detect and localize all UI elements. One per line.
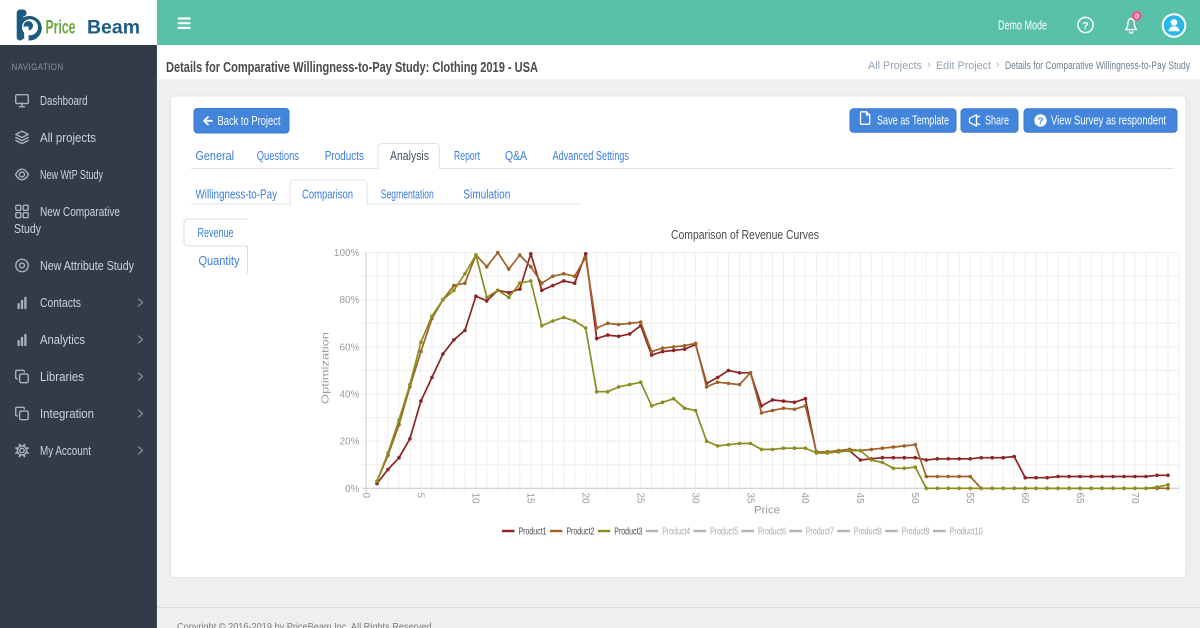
- svg-text:Q&A: Q&A: [505, 149, 528, 163]
- svg-text:Report: Report: [454, 149, 480, 163]
- svg-text:Product2: Product2: [566, 527, 594, 538]
- svg-text:Simulation: Simulation: [463, 188, 510, 202]
- svg-text:50: 50: [909, 493, 920, 505]
- svg-text:Product7: Product7: [806, 527, 834, 538]
- svg-text:New Comparative: New Comparative: [40, 205, 120, 219]
- svg-text:Edit Project: Edit Project: [936, 60, 991, 72]
- svg-text:Integration: Integration: [40, 407, 94, 421]
- svg-text:Beam: Beam: [87, 18, 140, 39]
- svg-text:0: 0: [1135, 11, 1139, 20]
- svg-text:Product5: Product5: [710, 527, 738, 538]
- svg-text:New Attribute Study: New Attribute Study: [40, 259, 135, 273]
- svg-text:Willingness-to-Pay: Willingness-to-Pay: [196, 188, 278, 202]
- svg-text:Demo Mode: Demo Mode: [998, 19, 1047, 33]
- svg-text:15: 15: [525, 493, 536, 505]
- svg-text:55: 55: [964, 493, 975, 505]
- svg-text:Details for Comparative Willin: Details for Comparative Willingness-to-P…: [1005, 60, 1190, 72]
- svg-text:60: 60: [1019, 493, 1030, 505]
- svg-text:Product6: Product6: [758, 527, 786, 538]
- svg-text:70: 70: [1129, 493, 1140, 505]
- svg-text:Advanced Settings: Advanced Settings: [553, 149, 630, 163]
- svg-text:Product1: Product1: [519, 527, 547, 538]
- svg-text:All projects: All projects: [40, 131, 96, 145]
- svg-text:Product10: Product10: [950, 527, 983, 538]
- svg-text:Price: Price: [46, 18, 76, 39]
- svg-text:Revenue: Revenue: [198, 226, 234, 240]
- svg-text:My Account: My Account: [40, 444, 91, 458]
- svg-text:Contacts: Contacts: [40, 296, 81, 310]
- svg-text:Optimization: Optimization: [320, 332, 332, 404]
- svg-text:20%: 20%: [339, 437, 359, 448]
- svg-text:Quantity: Quantity: [199, 254, 241, 268]
- svg-text:Save as Template: Save as Template: [877, 114, 949, 128]
- svg-text:New WtP Study: New WtP Study: [40, 168, 104, 182]
- svg-text:All Projects: All Projects: [868, 60, 922, 72]
- svg-text:45: 45: [854, 493, 865, 505]
- svg-text:40: 40: [799, 493, 810, 505]
- svg-text:25: 25: [634, 493, 645, 505]
- svg-text:Libraries: Libraries: [40, 370, 84, 384]
- svg-text:0%: 0%: [345, 484, 360, 495]
- svg-text:Share: Share: [985, 114, 1009, 128]
- svg-text:20: 20: [580, 493, 591, 505]
- svg-text:Analytics: Analytics: [40, 333, 85, 347]
- svg-text:Study: Study: [14, 222, 42, 236]
- svg-text:Back to Project: Back to Project: [218, 114, 281, 128]
- svg-text:View Survey as respondent: View Survey as respondent: [1051, 114, 1166, 128]
- svg-text:Comparison: Comparison: [302, 188, 353, 202]
- svg-text:Product9: Product9: [902, 527, 930, 538]
- svg-text:Details for Comparative Willin: Details for Comparative Willingness-to-P…: [166, 60, 538, 76]
- svg-text:›: ›: [996, 59, 1000, 71]
- svg-text:35: 35: [744, 493, 755, 505]
- svg-text:Product4: Product4: [662, 527, 690, 538]
- svg-text:40%: 40%: [339, 390, 359, 401]
- svg-text:5: 5: [415, 493, 426, 499]
- svg-text:Products: Products: [325, 149, 364, 163]
- svg-text:0: 0: [360, 493, 371, 499]
- svg-text:Dashboard: Dashboard: [40, 94, 88, 108]
- svg-text:80%: 80%: [339, 295, 359, 306]
- svg-text:Analysis: Analysis: [390, 149, 429, 163]
- svg-text:NAVIGATION: NAVIGATION: [12, 62, 64, 73]
- svg-text:Product3: Product3: [614, 527, 642, 538]
- svg-text:General: General: [196, 149, 235, 163]
- svg-text:65: 65: [1074, 493, 1085, 505]
- svg-text:Price: Price: [754, 505, 780, 517]
- svg-text:10: 10: [470, 493, 481, 505]
- svg-text:›: ›: [927, 59, 931, 71]
- svg-text:60%: 60%: [339, 342, 359, 353]
- svg-text:Questions: Questions: [257, 149, 299, 163]
- svg-text:Product8: Product8: [854, 527, 882, 538]
- svg-text:?: ?: [1038, 116, 1044, 127]
- svg-text:?: ?: [1082, 20, 1088, 32]
- svg-text:30: 30: [689, 493, 700, 505]
- svg-text:Comparison of Revenue Curves: Comparison of Revenue Curves: [671, 228, 819, 242]
- svg-text:Copyright © 2016-2019 by Price: Copyright © 2016-2019 by PriceBeam Inc. …: [177, 621, 434, 628]
- svg-text:Segmentation: Segmentation: [381, 188, 434, 202]
- svg-text:100%: 100%: [334, 248, 360, 259]
